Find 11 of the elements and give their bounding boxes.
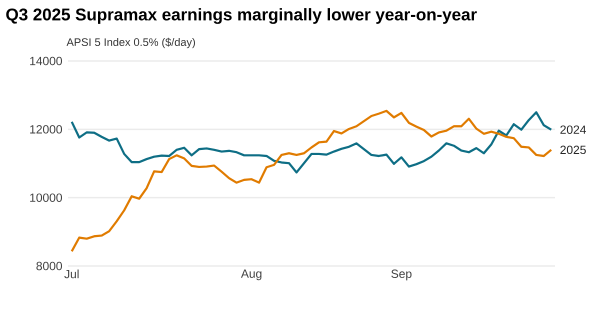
x-tick-label: Sep	[391, 270, 412, 280]
y-tick-label: 12000	[30, 125, 62, 134]
series-label: 2025	[560, 146, 586, 154]
x-tick-label: Jul	[64, 270, 79, 278]
y-tick-label: 14000	[30, 56, 62, 66]
y-tick-label: 10000	[30, 193, 62, 202]
series-label: 2024	[560, 125, 586, 134]
y-axis-title: APSI 5 Index 0.5% ($/day)	[66, 38, 195, 48]
chart-title: Q3 2025 Supramax earnings marginally lower year-on-year	[6, 8, 477, 24]
y-tick-label: 8000	[36, 262, 62, 270]
x-tick-label: Aug	[240, 270, 262, 280]
